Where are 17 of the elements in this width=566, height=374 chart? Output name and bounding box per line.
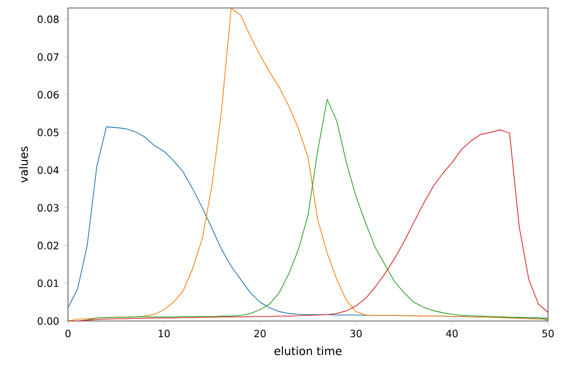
y-axis-title: values [19,146,28,183]
y-tick-label: 0.07 [38,53,58,61]
y-tick-label: 0.04 [38,166,59,174]
x-tick-label: 0 [65,330,71,338]
y-tick-label: 0.08 [38,16,59,24]
x-tick-label: 30 [350,330,362,338]
y-tick-label: 0.05 [38,128,58,136]
x-axis-title: elution time [274,346,342,356]
y-tick-label: 0.01 [38,280,58,288]
x-tick-label: 50 [542,330,554,338]
y-tick-label: 0.06 [38,90,59,99]
y-tick-label: 0.03 [38,204,58,212]
y-tick-label: 0.00 [38,317,59,325]
x-tick-label: 10 [158,330,170,338]
x-tick-label: 20 [254,330,266,338]
y-tick-label: 0.02 [38,242,58,250]
x-tick-label: 40 [446,330,458,338]
